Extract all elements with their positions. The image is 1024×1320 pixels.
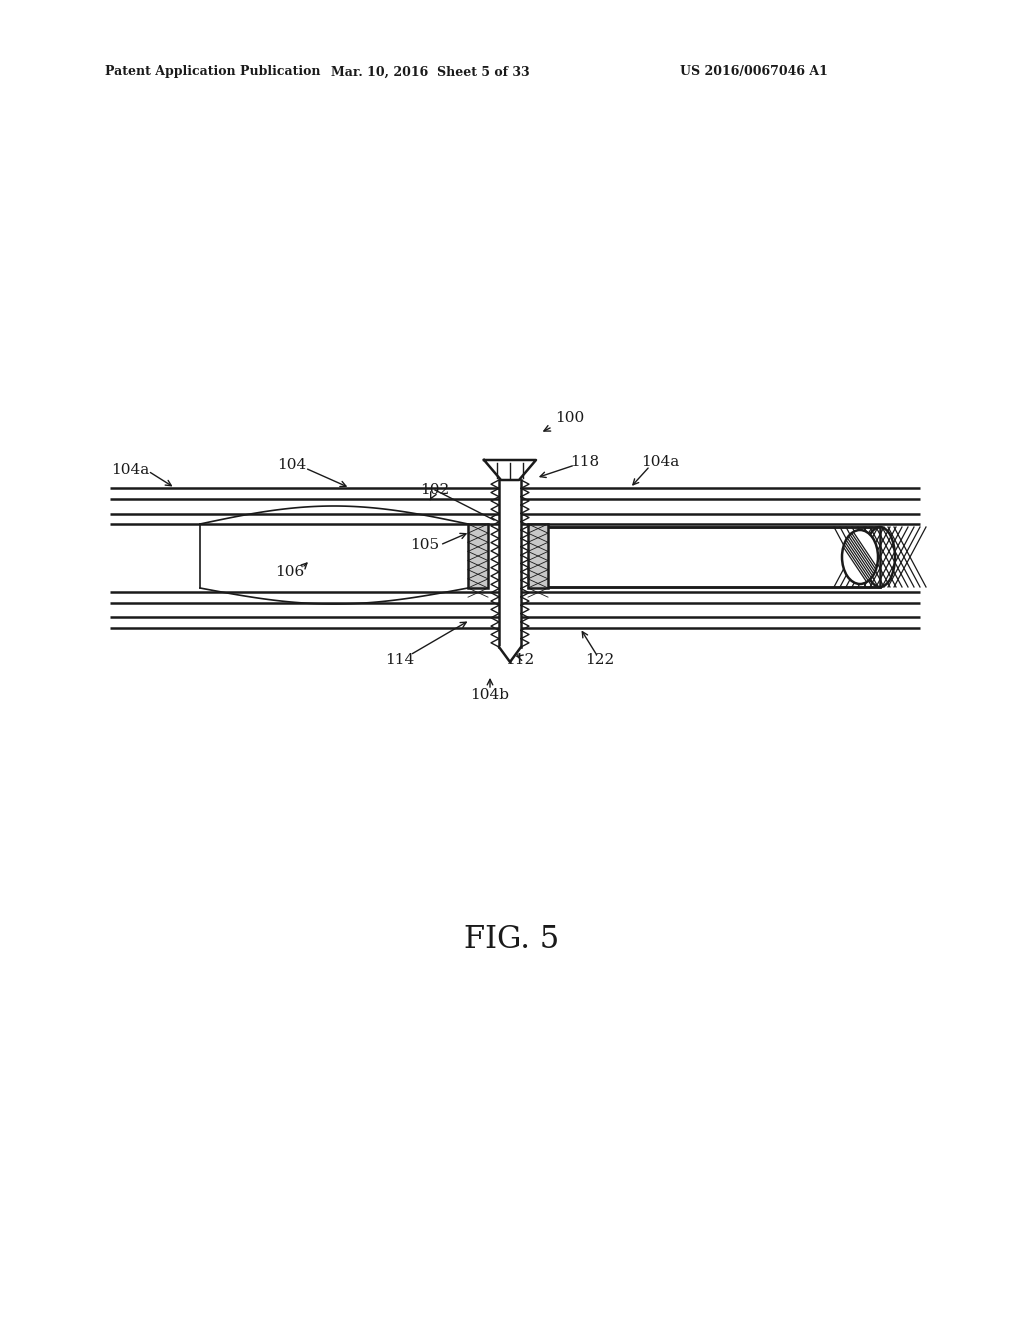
Text: 100: 100 [544, 411, 585, 432]
Text: Mar. 10, 2016  Sheet 5 of 33: Mar. 10, 2016 Sheet 5 of 33 [331, 66, 529, 78]
Text: 114: 114 [385, 653, 415, 667]
Bar [499, 480, 521, 647]
Bar [545, 529, 878, 585]
Text: 122: 122 [586, 653, 614, 667]
Bar [543, 527, 880, 587]
Bar [528, 524, 548, 587]
Text: FIG. 5: FIG. 5 [464, 924, 560, 956]
Bar [543, 527, 880, 587]
Text: 102: 102 [421, 483, 450, 500]
Polygon shape [499, 647, 521, 663]
Text: US 2016/0067046 A1: US 2016/0067046 A1 [680, 66, 827, 78]
Text: 104b: 104b [470, 688, 510, 702]
Ellipse shape [865, 527, 895, 587]
Text: 104a: 104a [641, 455, 679, 469]
Polygon shape [484, 459, 536, 480]
Text: 105: 105 [411, 539, 439, 552]
Text: 104a: 104a [111, 463, 150, 477]
Text: Patent Application Publication: Patent Application Publication [105, 66, 321, 78]
Text: 112: 112 [506, 653, 535, 667]
Bar [468, 524, 488, 587]
Text: 104: 104 [278, 458, 306, 473]
Ellipse shape [848, 527, 912, 587]
Ellipse shape [842, 531, 878, 583]
Text: 106: 106 [275, 565, 304, 579]
Text: 118: 118 [570, 455, 600, 469]
